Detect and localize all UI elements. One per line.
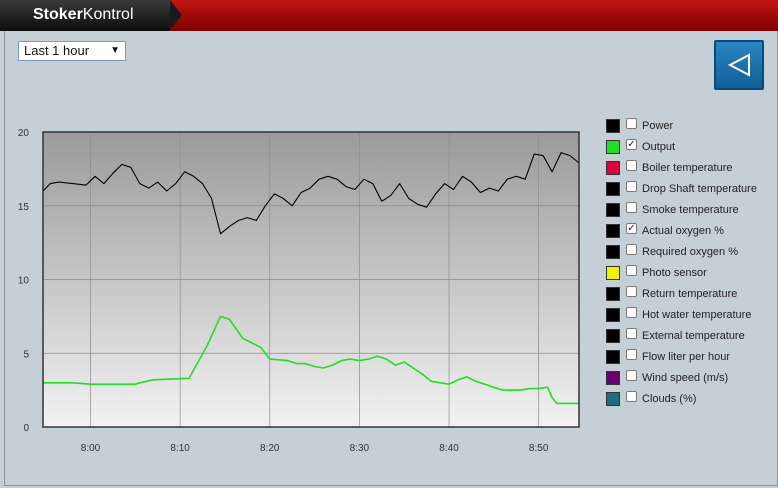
legend-checkbox[interactable] — [626, 328, 637, 339]
legend-item[interactable]: Power — [606, 118, 766, 134]
legend-label: Required oxygen % — [642, 246, 739, 258]
legend-color-swatch — [606, 266, 620, 280]
logo-tab-tip — [170, 0, 182, 30]
y-tick-label: 15 — [18, 202, 30, 213]
legend-checkbox[interactable] — [626, 391, 637, 402]
legend-checkbox[interactable] — [626, 370, 637, 381]
legend-color-swatch — [606, 140, 620, 154]
series-line — [42, 152, 580, 235]
legend-label: Actual oxygen % — [642, 225, 724, 237]
series-line — [43, 315, 579, 405]
legend-item[interactable]: Boiler temperature — [606, 160, 766, 176]
legend-color-swatch — [606, 287, 620, 301]
legend-checkbox[interactable] — [626, 118, 637, 129]
legend-color-swatch — [606, 308, 620, 322]
x-tick-label: 8:00 — [81, 443, 101, 454]
y-tick-label: 0 — [23, 423, 29, 434]
legend-checkbox[interactable] — [626, 286, 637, 297]
legend-checkbox[interactable] — [626, 181, 637, 192]
legend-label: Return temperature — [642, 288, 738, 300]
legend-item[interactable]: Return temperature — [606, 286, 766, 302]
y-tick-label: 10 — [18, 276, 30, 287]
legend-item[interactable]: Smoke temperature — [606, 202, 766, 218]
legend-item[interactable]: Wind speed (m/s) — [606, 370, 766, 386]
y-tick-label: 5 — [23, 349, 29, 360]
legend-color-swatch — [606, 350, 620, 364]
legend-checkbox[interactable] — [626, 307, 637, 318]
back-triangle-icon — [727, 53, 750, 77]
legend-label: Power — [642, 120, 674, 132]
legend-checkbox[interactable] — [626, 160, 637, 171]
legend-checkbox[interactable] — [626, 265, 637, 276]
back-button[interactable] — [714, 40, 764, 90]
legend-item[interactable]: Required oxygen % — [606, 244, 766, 260]
chart: 0 5 10 15 20 8:00 8:10 8:20 8:30 8:40 8:50 — [18, 128, 580, 454]
legend-color-swatch — [606, 119, 620, 133]
header-bar: StokerKontrol — [0, 0, 778, 31]
legend-label: Wind speed (m/s) — [642, 372, 729, 384]
plot-border — [42, 131, 580, 428]
x-tick-label: 8:10 — [170, 443, 190, 454]
app-logo: StokerKontrol — [33, 6, 134, 23]
legend-color-swatch — [606, 161, 620, 175]
legend-color-swatch — [606, 371, 620, 385]
legend-checkbox[interactable]: ✓ — [626, 223, 637, 234]
legend-item[interactable]: Clouds (%) — [606, 391, 766, 407]
legend-color-swatch — [606, 182, 620, 196]
legend-color-swatch — [606, 224, 620, 238]
legend-checkbox[interactable] — [626, 244, 637, 255]
y-tick-label: 20 — [18, 128, 30, 139]
legend-label: Smoke temperature — [642, 204, 739, 216]
logo-tab: StokerKontrol — [0, 0, 170, 31]
legend-checkbox[interactable]: ✓ — [626, 139, 637, 150]
x-tick-label: 8:50 — [529, 443, 549, 454]
legend-color-swatch — [606, 245, 620, 259]
time-range-select[interactable]: Last 1 hour ▼ — [18, 41, 126, 61]
legend-color-swatch — [606, 203, 620, 217]
legend-label: Hot water temperature — [642, 309, 752, 321]
legend-item[interactable]: Drop Shaft temperature — [606, 181, 766, 197]
x-tick-label: 8:30 — [350, 443, 370, 454]
legend-label: Flow liter per hour — [642, 351, 731, 363]
legend-label: Photo sensor — [642, 267, 707, 279]
time-range-value: Last 1 hour — [24, 43, 90, 58]
legend-item[interactable]: External temperature — [606, 328, 766, 344]
legend-label: Boiler temperature — [642, 162, 733, 174]
legend-color-swatch — [606, 329, 620, 343]
legend-item[interactable]: Flow liter per hour — [606, 349, 766, 365]
legend-checkbox[interactable] — [626, 202, 637, 213]
x-tick-label: 8:20 — [260, 443, 280, 454]
legend-checkbox[interactable] — [626, 349, 637, 360]
legend-label: Output — [642, 141, 676, 153]
legend-label: Clouds (%) — [642, 393, 697, 405]
legend-item[interactable]: ✓ Output — [606, 139, 766, 155]
x-tick-label: 8:40 — [439, 443, 459, 454]
legend-item[interactable]: Photo sensor — [606, 265, 766, 281]
legend-label: Drop Shaft temperature — [642, 183, 757, 195]
legend-color-swatch — [606, 392, 620, 406]
legend-item[interactable]: Hot water temperature — [606, 307, 766, 323]
legend-label: External temperature — [642, 330, 745, 342]
legend-item[interactable]: ✓ Actual oxygen % — [606, 223, 766, 239]
dropdown-arrow-icon: ▼ — [110, 45, 120, 56]
